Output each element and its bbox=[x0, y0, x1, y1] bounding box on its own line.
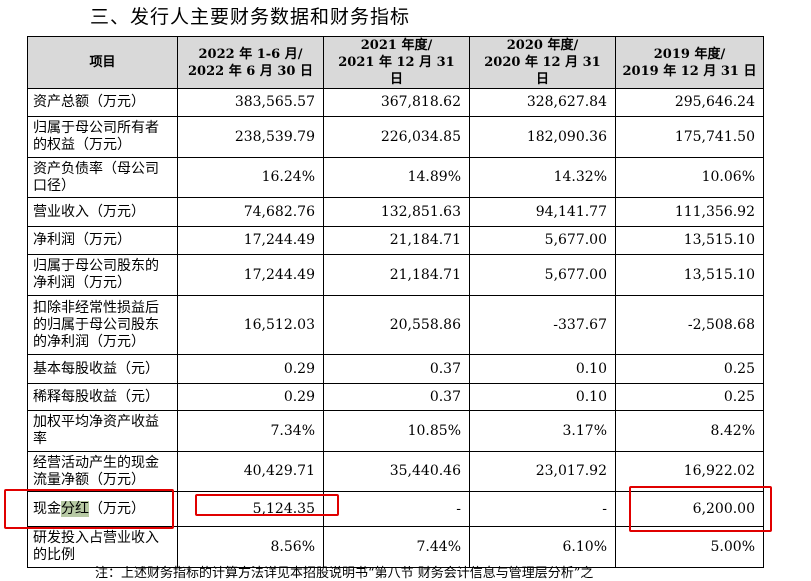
highlighted-text: 分红 bbox=[61, 500, 89, 517]
header-col-2021: 2021 年度/2021 年 12 月 31 日 bbox=[323, 36, 470, 89]
table-row: 净利润（万元） 17,244.49 21,184.71 5,677.00 13,… bbox=[27, 226, 764, 255]
header-col-2020: 2020 年度/2020 年 12 月 31 日 bbox=[469, 36, 616, 89]
cash-dividend-label: 现金分红（万元） bbox=[27, 491, 178, 527]
footnote: 注：上述财务指标的计算方法详见本招股说明书“第八节 财务会计信息与管理层分析”之 bbox=[95, 566, 594, 581]
table-row: 研发投入占营业收入的比例 8.56% 7.44% 6.10% 5.00% bbox=[27, 526, 764, 568]
section-title: 三、发行人主要财务数据和财务指标 bbox=[90, 6, 411, 28]
header-item: 项目 bbox=[27, 36, 178, 89]
table-header-row: 项目 2022 年 1-6 月/2022 年 6 月 30 日 2021 年度/… bbox=[27, 36, 764, 89]
table-row-cash-dividend: 现金分红（万元） 5,124.35 - - 6,200.00 bbox=[27, 491, 764, 527]
table-row: 归属于母公司所有者的权益（万元） 238,539.79 226,034.85 1… bbox=[27, 116, 764, 158]
table-row: 基本每股收益（元） 0.29 0.37 0.10 0.25 bbox=[27, 354, 764, 384]
table-row: 资产总额（万元） 383,565.57 367,818.62 328,627.8… bbox=[27, 88, 764, 117]
table-row: 营业收入（万元） 74,682.76 132,851.63 94,141.77 … bbox=[27, 197, 764, 227]
table-row: 加权平均净资产收益率 7.34% 10.85% 3.17% 8.42% bbox=[27, 410, 764, 452]
table-row: 扣除非经常性损益后的归属于母公司股东的净利润（万元） 16,512.03 20,… bbox=[27, 295, 764, 355]
table-row: 资产负债率（母公司口径） 16.24% 14.89% 14.32% 10.06% bbox=[27, 157, 764, 198]
financial-table: 项目 2022 年 1-6 月/2022 年 6 月 30 日 2021 年度/… bbox=[27, 36, 764, 568]
table-row: 归属于母公司股东的净利润（万元） 17,244.49 21,184.71 5,6… bbox=[27, 254, 764, 296]
header-col-2019: 2019 年度/2019 年 12 月 31 日 bbox=[615, 36, 764, 89]
header-col-2022h1: 2022 年 1-6 月/2022 年 6 月 30 日 bbox=[177, 36, 324, 89]
table-row: 稀释每股收益（元） 0.29 0.37 0.10 0.25 bbox=[27, 383, 764, 411]
table-row: 经营活动产生的现金流量净额（万元） 40,429.71 35,440.46 23… bbox=[27, 451, 764, 492]
